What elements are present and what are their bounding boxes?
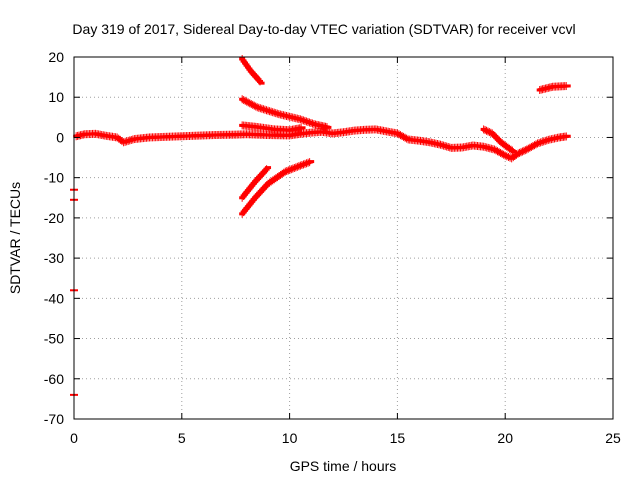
x-axis-label: GPS time / hours: [290, 458, 397, 474]
x-tick-label: 5: [178, 430, 186, 446]
y-tick-label: -40: [44, 290, 64, 306]
series-arc-upper-left: [239, 55, 265, 86]
y-tick-label: -50: [44, 331, 64, 347]
y-tick-label: -10: [44, 170, 64, 186]
y-axis-label: SDTVAR / TECUs: [7, 182, 23, 294]
y-tick-label: -70: [44, 411, 64, 427]
x-tick-label: 20: [497, 430, 513, 446]
series-arc-lower-2: [239, 165, 272, 202]
y-tick-label: 20: [48, 49, 64, 65]
series-arc-8h-to-12h: [239, 95, 332, 132]
series-segment-19h: [480, 125, 517, 155]
y-tick-label: -60: [44, 371, 64, 387]
x-tick-label: 15: [390, 430, 406, 446]
plot-border: [73, 56, 614, 420]
y-tick-label: 0: [56, 129, 64, 145]
series-upper-right: [536, 82, 571, 94]
chart-title: Day 319 of 2017, Sidereal Day-to-day VTE…: [72, 21, 575, 37]
series-arc-lower-1: [239, 158, 315, 218]
y-tick-label: -30: [44, 250, 64, 266]
x-tick-label: 25: [605, 430, 621, 446]
series-arc-8h-to-10.5h: [239, 121, 306, 135]
y-tick-label: -20: [44, 210, 64, 226]
data-layer: [70, 55, 571, 396]
x-tick-label: 10: [282, 430, 298, 446]
x-tick-label: 0: [70, 430, 78, 446]
y-tick-label: 10: [48, 89, 64, 105]
ticks: 0 5 10 15 20 25 20 10 0 -10 -20 -30 -40 -50 -60 -70: [44, 49, 621, 446]
